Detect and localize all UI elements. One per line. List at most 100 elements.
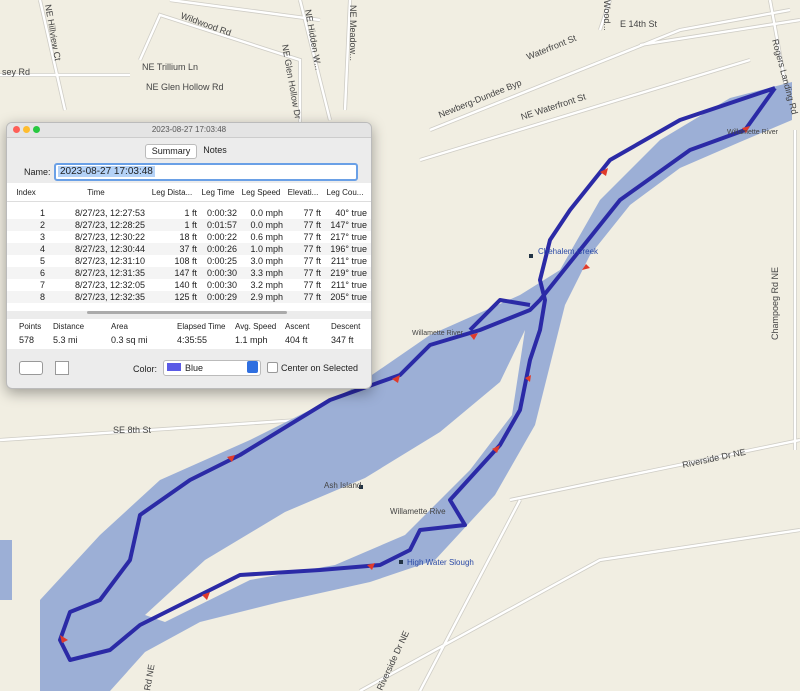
table-cell: 0.6 mph: [250, 232, 283, 242]
map-label: sey Rd: [2, 67, 30, 77]
table-cell: 1 ft: [184, 220, 197, 230]
summary-header: Distance: [53, 322, 85, 331]
map-label: Riverside Dr NE: [681, 447, 746, 470]
row-stripe: [7, 219, 371, 231]
column-header: Time: [87, 188, 105, 197]
table-cell: 0:00:30: [206, 280, 237, 290]
summary-value: 4:35:55: [177, 335, 208, 345]
river: [40, 82, 792, 691]
name-value[interactable]: 2023-08-27 17:03:48: [58, 166, 155, 177]
summary-value: 1.1 mph: [235, 335, 268, 345]
map-label: Ash Island: [324, 481, 361, 490]
minimize-button[interactable]: [23, 126, 30, 133]
table-cell: 5: [39, 256, 45, 266]
summary-header: Elapsed Time: [177, 322, 226, 331]
table-cell: 140 ft: [174, 280, 197, 290]
tab[interactable]: Summary: [145, 144, 197, 159]
map-label: Willamette River: [727, 129, 779, 136]
tab[interactable]: Notes: [203, 145, 227, 155]
table-cell: 3.2 mph: [250, 280, 283, 290]
poi: [399, 560, 403, 564]
table-cell: 8: [39, 292, 45, 302]
summary-header: Area: [111, 322, 128, 331]
table-cell: 8/27/23, 12:30:22: [74, 232, 145, 242]
zoom-button[interactable]: [33, 126, 40, 133]
table-cell: 77 ft: [303, 268, 321, 278]
map-label: High Water Slough: [407, 558, 474, 567]
table-cell: 1.0 mph: [250, 244, 283, 254]
map-label: Waterfront St: [525, 33, 578, 62]
summary-value: 404 ft: [285, 335, 308, 345]
table-cell: 0:00:30: [206, 268, 237, 278]
map-label: Wood...: [602, 0, 612, 31]
map-label: Riverside Dr NE: [375, 629, 411, 691]
table-cell: 3.3 mph: [250, 268, 283, 278]
summary-table: Points 578 Distance 5.3 mi Area 0.3 sq mi Elap…: [7, 319, 371, 349]
table-cell: 0:00:26: [206, 244, 237, 254]
points-table: Index Time Leg Dista... Leg Time Leg Speed El…: [7, 183, 371, 311]
row-stripe: [7, 267, 371, 279]
table-cell: 77 ft: [303, 292, 321, 302]
table-cell: 0:00:29: [206, 292, 237, 302]
table-cell: 4: [39, 244, 45, 254]
summary-value: 5.3 mi: [53, 335, 78, 345]
title-bar: [7, 123, 371, 138]
table-cell: 196° true: [330, 244, 367, 254]
table-cell: 7: [39, 280, 45, 290]
close-button[interactable]: [13, 126, 20, 133]
popup-arrow[interactable]: [247, 361, 258, 373]
poi: [529, 254, 533, 258]
table-cell: 77 ft: [303, 220, 321, 230]
poi: [359, 485, 363, 489]
summary-value: 578: [19, 335, 35, 345]
table-cell: 211° true: [331, 280, 367, 290]
export-button[interactable]: [55, 361, 69, 375]
scrollbar[interactable]: [87, 311, 287, 314]
table-cell: 0.0 mph: [250, 208, 283, 218]
table-cell: 77 ft: [303, 244, 321, 254]
table-cell: 77 ft: [303, 256, 321, 266]
track-window: 2023-08-27 17:03:48 Summary Notes Name: …: [6, 122, 372, 389]
track: [58, 86, 777, 662]
table-cell: 37 ft: [179, 244, 197, 254]
column-header: Leg Speed: [241, 188, 281, 197]
column-header: Leg Time: [201, 188, 235, 197]
map-label: NE Glen Hollow Rd: [146, 82, 224, 92]
map-label: NE Waterfront St: [520, 91, 588, 122]
table-cell: 40° true: [335, 208, 367, 218]
map-label: SE 8th St: [113, 425, 152, 435]
table-cell: 147 ft: [174, 268, 197, 278]
table-header-bg: [7, 183, 371, 202]
table-cell: 8/27/23, 12:32:35: [74, 292, 145, 302]
summary-header: Ascent: [285, 322, 310, 331]
column-header: Index: [16, 188, 36, 197]
name-label: Name:: [24, 167, 51, 177]
table-cell: 219° true: [330, 268, 367, 278]
row-stripe: [7, 291, 371, 303]
center-checkbox[interactable]: [267, 362, 278, 373]
summary-value: 0.3 sq mi: [111, 335, 148, 345]
table-cell: 8/27/23, 12:27:53: [74, 208, 145, 218]
table-cell: 18 ft: [179, 232, 197, 242]
table-cell: 8/27/23, 12:30:44: [74, 244, 145, 254]
column-header: Elevati...: [287, 188, 319, 197]
color-popup[interactable]: [163, 360, 261, 376]
table-cell: 3: [39, 232, 45, 242]
window-title: 2023-08-27 17:03:48: [151, 125, 227, 134]
table-cell: 8/27/23, 12:32:05: [74, 280, 145, 290]
track-button[interactable]: [19, 361, 43, 375]
table-cell: 2: [39, 220, 45, 230]
pond: [0, 540, 12, 600]
table-cell: 0.0 mph: [250, 220, 283, 230]
map-label: E 14th St: [620, 19, 658, 29]
table-cell: 6: [39, 268, 45, 278]
summary-header: Avg. Speed: [235, 322, 277, 331]
map-label: Willamette Rive: [390, 507, 446, 516]
map-label: NE Meadow...: [348, 5, 358, 61]
summary-header: Descent: [331, 322, 361, 331]
table-cell: 0:01:57: [206, 220, 237, 230]
row-stripe: [7, 243, 371, 255]
table-cell: 77 ft: [303, 280, 321, 290]
